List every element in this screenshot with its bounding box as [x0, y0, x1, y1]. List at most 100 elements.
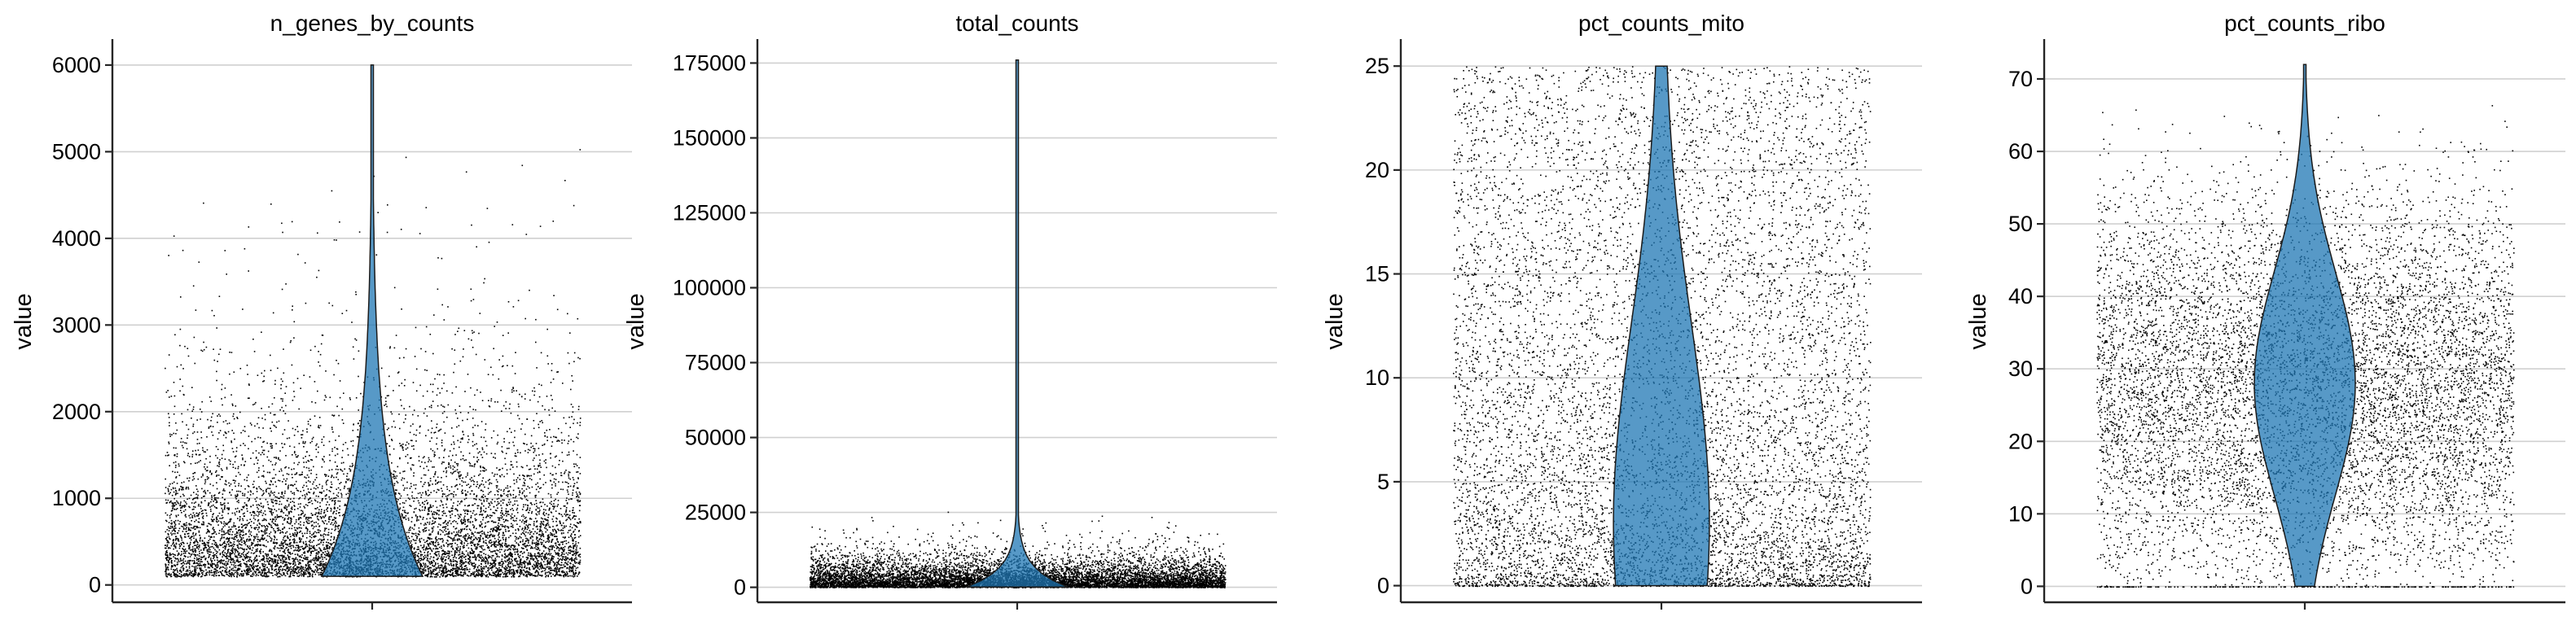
point: [501, 516, 503, 518]
point: [505, 546, 507, 548]
point: [257, 571, 260, 574]
point: [169, 552, 171, 554]
point: [318, 483, 321, 486]
point: [167, 573, 169, 575]
point: [307, 518, 309, 521]
point: [459, 545, 462, 548]
point: [403, 511, 406, 513]
point: [166, 575, 168, 577]
point: [576, 471, 577, 473]
point: [308, 573, 310, 575]
point: [248, 529, 250, 531]
point: [448, 553, 450, 555]
point: [421, 566, 423, 567]
point: [278, 479, 279, 482]
point: [222, 493, 224, 495]
point: [224, 567, 226, 569]
point: [309, 418, 311, 420]
point: [303, 374, 305, 376]
point: [316, 443, 318, 445]
point: [520, 563, 521, 566]
point: [438, 567, 440, 569]
point: [187, 409, 189, 411]
point: [524, 393, 526, 396]
point: [279, 409, 281, 411]
point: [305, 568, 307, 571]
point: [204, 481, 207, 483]
point: [439, 546, 441, 549]
point: [211, 543, 213, 545]
point: [520, 550, 523, 553]
point: [358, 422, 359, 424]
point: [445, 568, 448, 571]
point: [423, 412, 425, 414]
point: [573, 559, 574, 562]
point: [441, 530, 443, 531]
point: [472, 556, 475, 558]
point: [211, 575, 213, 576]
point: [504, 544, 506, 546]
point: [325, 495, 327, 496]
point: [239, 561, 241, 562]
point: [165, 492, 166, 495]
point: [268, 459, 270, 461]
point: [217, 497, 219, 499]
point: [326, 480, 327, 483]
point: [291, 468, 292, 470]
point: [415, 556, 416, 558]
point: [218, 466, 220, 467]
point: [427, 558, 428, 559]
point: [211, 564, 213, 566]
point: [398, 413, 400, 415]
point: [508, 530, 511, 532]
point: [556, 566, 559, 569]
point: [435, 471, 437, 473]
point: [540, 563, 542, 565]
point: [551, 483, 553, 486]
point: [219, 567, 221, 570]
point: [536, 538, 538, 540]
point: [528, 552, 529, 554]
point: [180, 438, 182, 440]
point: [331, 544, 332, 546]
point: [430, 566, 432, 569]
point: [257, 476, 260, 479]
point: [494, 494, 496, 496]
point: [544, 409, 546, 411]
point: [538, 470, 541, 473]
point: [476, 518, 477, 521]
point: [278, 527, 279, 529]
point: [337, 500, 340, 502]
point: [212, 555, 213, 557]
point: [568, 545, 570, 548]
point: [202, 509, 204, 512]
point: [570, 566, 572, 569]
point: [212, 532, 214, 535]
point: [572, 477, 574, 479]
point: [284, 553, 286, 554]
point: [307, 523, 309, 524]
point: [553, 503, 555, 505]
point: [230, 352, 233, 353]
point: [429, 542, 431, 544]
point: [188, 552, 190, 554]
point: [465, 509, 467, 511]
point: [199, 567, 200, 569]
point: [481, 566, 482, 567]
point: [442, 405, 444, 408]
point: [327, 553, 329, 555]
point: [445, 527, 447, 530]
point: [500, 514, 502, 517]
point: [252, 510, 254, 513]
point: [402, 448, 404, 449]
point: [415, 390, 418, 392]
point: [571, 498, 573, 500]
point: [341, 457, 343, 458]
point: [271, 521, 273, 523]
point: [435, 541, 437, 544]
point: [524, 566, 526, 568]
point: [314, 508, 316, 509]
point: [464, 481, 467, 483]
point: [552, 526, 554, 527]
point: [432, 466, 433, 468]
